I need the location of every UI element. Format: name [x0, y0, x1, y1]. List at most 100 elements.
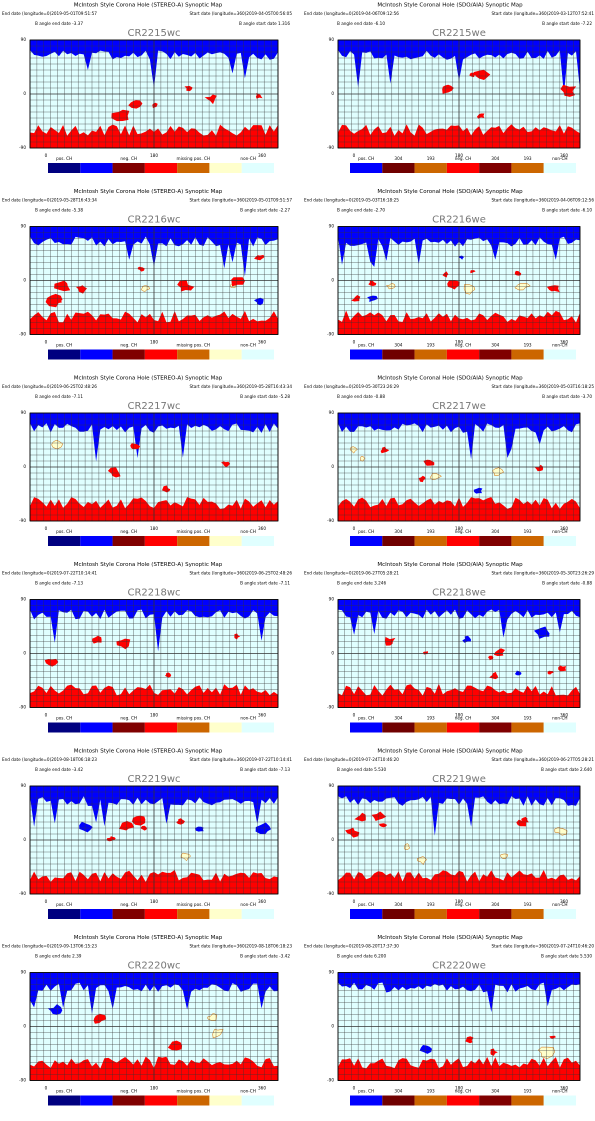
- panel-title: McIntosh Style Corona Hole (STEREO-A) Sy…: [74, 562, 223, 568]
- synoptic-panel: McIntosh Style Corona Hole (STEREO-A) Sy…: [2, 3, 292, 174]
- legend-swatch: [48, 536, 80, 546]
- legend-label: non-CH: [552, 902, 567, 907]
- legend-label: neg. CH: [120, 529, 137, 534]
- coronal-hole: [558, 666, 566, 672]
- legend-label: 193: [427, 716, 435, 721]
- legend-swatch: [447, 909, 479, 919]
- legend-label: pos. CH: [358, 156, 374, 161]
- legend-swatch: [544, 1096, 576, 1106]
- y-label: -90: [327, 705, 334, 710]
- start-date: Start date (longitude=360)2019-04-06T09:…: [491, 198, 594, 203]
- legend-swatch: [511, 536, 543, 546]
- legend-label: 304: [394, 343, 402, 348]
- legend-label: non-CH: [240, 716, 255, 721]
- legend-label: non-CH: [240, 343, 255, 348]
- y-label: 90: [21, 970, 27, 975]
- legend-swatch: [447, 1096, 479, 1106]
- legend-swatch: [242, 909, 274, 919]
- legend-swatch: [80, 1096, 112, 1106]
- legend-swatch: [113, 909, 145, 919]
- legend-swatch: [80, 536, 112, 546]
- y-label: 90: [21, 224, 27, 229]
- legend-swatch: [382, 909, 414, 919]
- y-label: 90: [329, 783, 335, 788]
- y-label: -90: [19, 705, 26, 710]
- y-label: -90: [327, 518, 334, 523]
- y-label: 0: [331, 651, 334, 656]
- end-date: End date (longitude=0)2019-07-22T10:14:4…: [2, 571, 97, 576]
- legend-swatch: [511, 163, 543, 173]
- b-angle-start: B angle start date -3.70: [542, 394, 592, 399]
- synoptic-panel: McIntosh Style Corona Hole (STEREO-A) Sy…: [2, 189, 292, 360]
- y-label: 90: [21, 37, 27, 42]
- x-label: 360: [258, 340, 266, 345]
- legend-swatch: [479, 723, 511, 733]
- x-label: 180: [150, 713, 158, 718]
- legend-label: non-CH: [552, 343, 567, 348]
- carrington-label: CR2220we: [432, 961, 486, 972]
- legend-label: pos. CH: [56, 1089, 72, 1094]
- legend-swatch: [544, 536, 576, 546]
- legend-label: 193: [524, 343, 532, 348]
- legend-swatch: [209, 1096, 241, 1106]
- y-label: -90: [19, 891, 26, 896]
- legend-label: non-CH: [552, 156, 567, 161]
- legend-swatch: [350, 350, 382, 360]
- x-label: 180: [150, 526, 158, 531]
- y-label: -90: [327, 891, 334, 896]
- b-angle-start: B angle start date 2.640: [541, 767, 592, 772]
- legend-label: 193: [524, 156, 532, 161]
- b-angle-end: B angle end date 2.39: [35, 954, 82, 959]
- legend-swatch: [415, 163, 447, 173]
- legend-swatch: [415, 723, 447, 733]
- b-angle-start: B angle start date -7.13: [240, 767, 290, 772]
- x-label: 0: [45, 1086, 48, 1091]
- legend-swatch: [479, 1096, 511, 1106]
- legend-label: 304: [394, 156, 402, 161]
- start-date: Start date (longitude=360)2019-03-12T07:…: [491, 11, 594, 16]
- carrington-label: CR2215wc: [127, 28, 180, 39]
- end-date: End date (longitude=0)2019-07-24T10:46:2…: [304, 757, 399, 762]
- legend-label: 304: [394, 716, 402, 721]
- end-date: End date (longitude=0)2019-05-28T16:43:3…: [2, 198, 97, 203]
- legend-swatch: [242, 163, 274, 173]
- start-date: Start date (longitude=360)2019-05-28T16:…: [189, 384, 292, 389]
- legend-swatch: [350, 1096, 382, 1106]
- y-label: 0: [23, 278, 26, 283]
- start-date: Start date (longitude=360)2019-06-25T02:…: [189, 571, 292, 576]
- x-label: 0: [353, 1086, 356, 1091]
- x-label: 0: [45, 153, 48, 158]
- end-date: End date (longitude=0)2019-08-18T06:18:2…: [2, 757, 97, 762]
- y-label: 0: [23, 1024, 26, 1029]
- y-label: 90: [21, 410, 27, 415]
- legend-swatch: [242, 350, 274, 360]
- legend-swatch: [113, 723, 145, 733]
- synoptic-panel: McIntosh Style Coronal Hole (SDO/AIA) Sy…: [304, 3, 594, 174]
- end-date: End date (longitude=0)2019-05-01T09:51:5…: [2, 11, 97, 16]
- x-label: 0: [353, 340, 356, 345]
- legend-label: non-CH: [552, 716, 567, 721]
- legend-swatch: [177, 1096, 209, 1106]
- b-angle-end: B angle end date -3.37: [35, 21, 83, 26]
- x-label: 180: [150, 1086, 158, 1091]
- y-label: -90: [327, 332, 334, 337]
- legend-label: pos. CH: [56, 716, 72, 721]
- legend-swatch: [145, 350, 177, 360]
- y-label: -90: [19, 518, 26, 523]
- b-angle-start: B angle start date -0.88: [542, 581, 592, 586]
- x-label: 0: [353, 899, 356, 904]
- carrington-label: CR2219we: [432, 774, 486, 785]
- x-label: 0: [45, 526, 48, 531]
- legend-label: 193: [427, 156, 435, 161]
- x-label: 360: [258, 526, 266, 531]
- legend-label: 193: [524, 716, 532, 721]
- legend-label: 304: [394, 529, 402, 534]
- panel-title: McIntosh Style Coronal Hole (SDO/AIA) Sy…: [377, 189, 523, 195]
- legend-label: missing pos. CH: [177, 902, 211, 907]
- legend-swatch: [48, 350, 80, 360]
- y-label: 90: [329, 224, 335, 229]
- synoptic-maps-page: McIntosh Style Corona Hole (STEREO-A) Sy…: [0, 0, 595, 1117]
- b-angle-start: B angle start date -3.42: [240, 954, 290, 959]
- panel-title: McIntosh Style Corona Hole (STEREO-A) Sy…: [74, 749, 223, 755]
- legend-swatch: [209, 909, 241, 919]
